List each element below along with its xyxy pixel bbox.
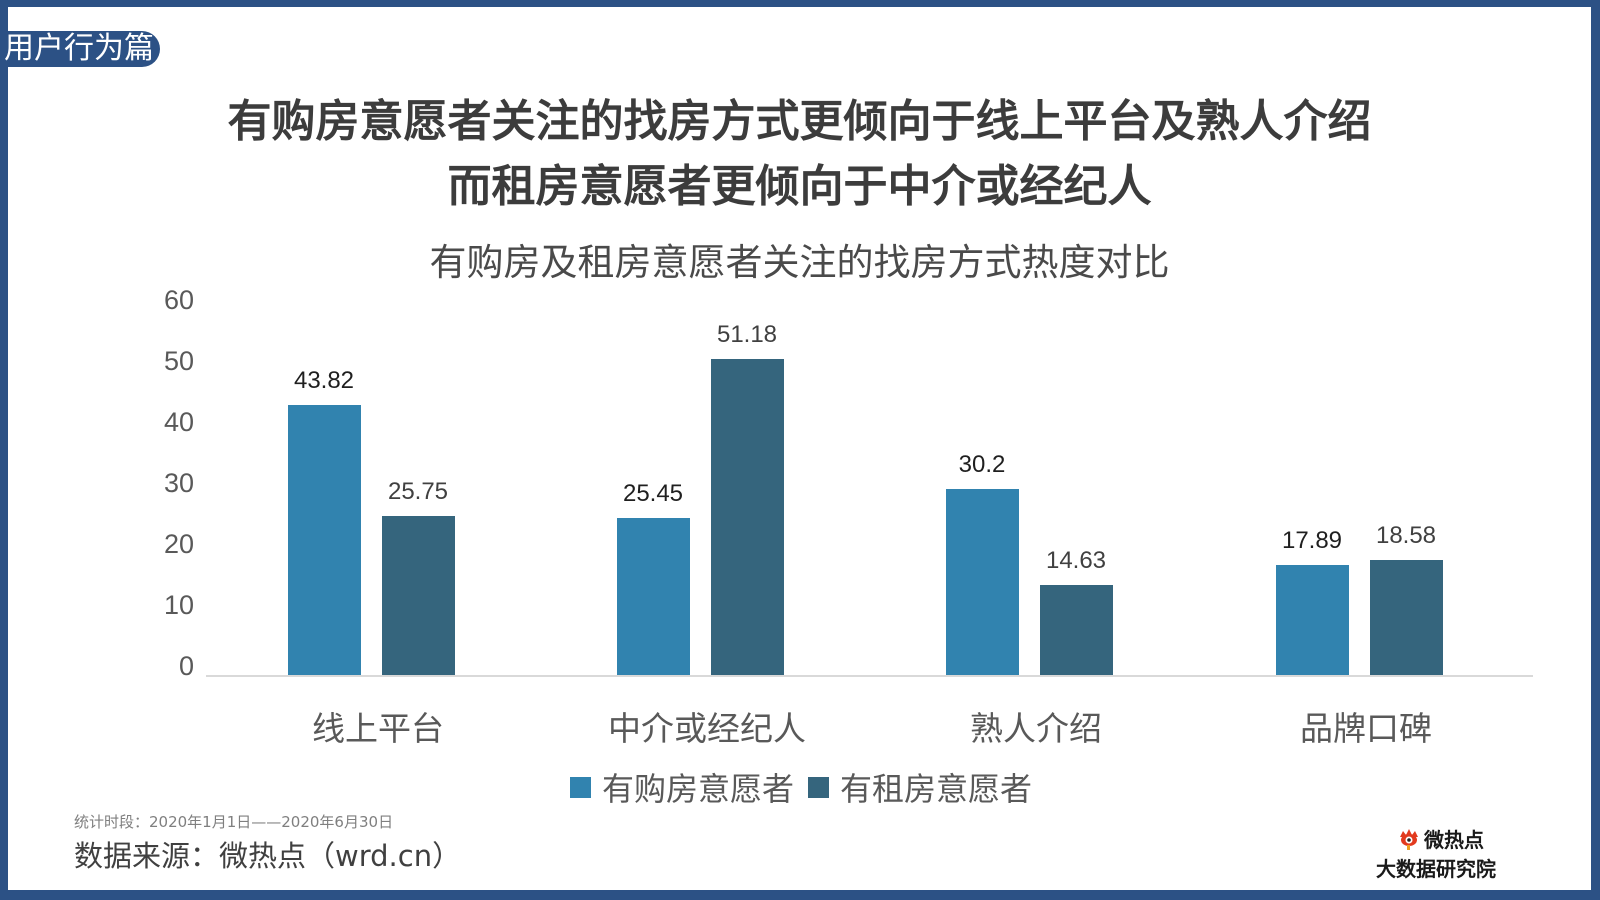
data-label: 14.63: [1045, 547, 1107, 574]
data-label: 51.18: [716, 321, 778, 348]
legend-swatch-rent: [808, 776, 830, 798]
x-label: 中介或经纪人: [608, 709, 806, 748]
chart-title: 有购房及租房意愿者关注的找房方式热度对比: [429, 241, 1170, 284]
bar-rent: [382, 516, 455, 675]
bar-rent: [1040, 585, 1113, 675]
bar-buy: [617, 518, 690, 675]
x-label: 熟人介绍: [970, 709, 1102, 748]
x-axis-line: [206, 675, 1533, 677]
brand-logo: 微热点 大数据研究院: [1376, 824, 1526, 882]
legend-label-buy: 有购房意愿者: [602, 770, 795, 808]
y-tick: 50: [163, 346, 194, 376]
logo-line-1: 微热点: [1424, 828, 1484, 852]
bar-buy: [288, 405, 361, 675]
legend-item-rent: 有租房意愿者: [808, 764, 1032, 810]
eye-logo-icon: [1398, 828, 1420, 850]
legend-label-rent: 有租房意愿者: [840, 770, 1033, 808]
y-tick: 20: [163, 529, 194, 559]
y-tick: 40: [163, 407, 194, 437]
bar-buy: [946, 489, 1019, 675]
data-label: 43.82: [293, 367, 355, 394]
x-label: 线上平台: [312, 709, 444, 748]
stat-period: 统计时段：2020年1月1日——2020年6月30日: [74, 813, 394, 831]
data-label: 25.45: [622, 480, 684, 507]
headline-line-2: 而租房意愿者更倾向于中介或经纪人: [447, 161, 1152, 212]
bar-rent: [1370, 560, 1443, 675]
y-tick: 60: [163, 285, 194, 315]
y-tick: 0: [178, 651, 194, 681]
y-tick: 30: [163, 468, 194, 498]
data-label: 18.58: [1375, 522, 1437, 549]
bar-rent: [711, 359, 784, 675]
x-label: 品牌口碑: [1300, 709, 1432, 748]
bar-buy: [1276, 565, 1349, 675]
chart-legend: 有购房意愿者 有租房意愿者: [570, 764, 1046, 810]
legend-swatch-buy: [570, 776, 591, 798]
data-source: 数据来源：微热点（wrd.cn）: [74, 839, 462, 873]
legend-item-buy: 有购房意愿者: [570, 764, 794, 810]
data-label: 30.2: [958, 451, 1006, 478]
data-label: 25.75: [387, 478, 449, 505]
slide: 用户行为篇 有购房意愿者关注的找房方式更倾向于线上平台及熟人介绍 而租房意愿者更…: [0, 7, 1591, 890]
data-label: 17.89: [1281, 527, 1343, 554]
logo-line-2: 大数据研究院: [1376, 857, 1496, 881]
section-tag: 用户行为篇: [0, 31, 160, 67]
headline-line-1: 有购房意愿者关注的找房方式更倾向于线上平台及熟人介绍: [227, 96, 1372, 147]
y-tick: 10: [163, 590, 194, 620]
